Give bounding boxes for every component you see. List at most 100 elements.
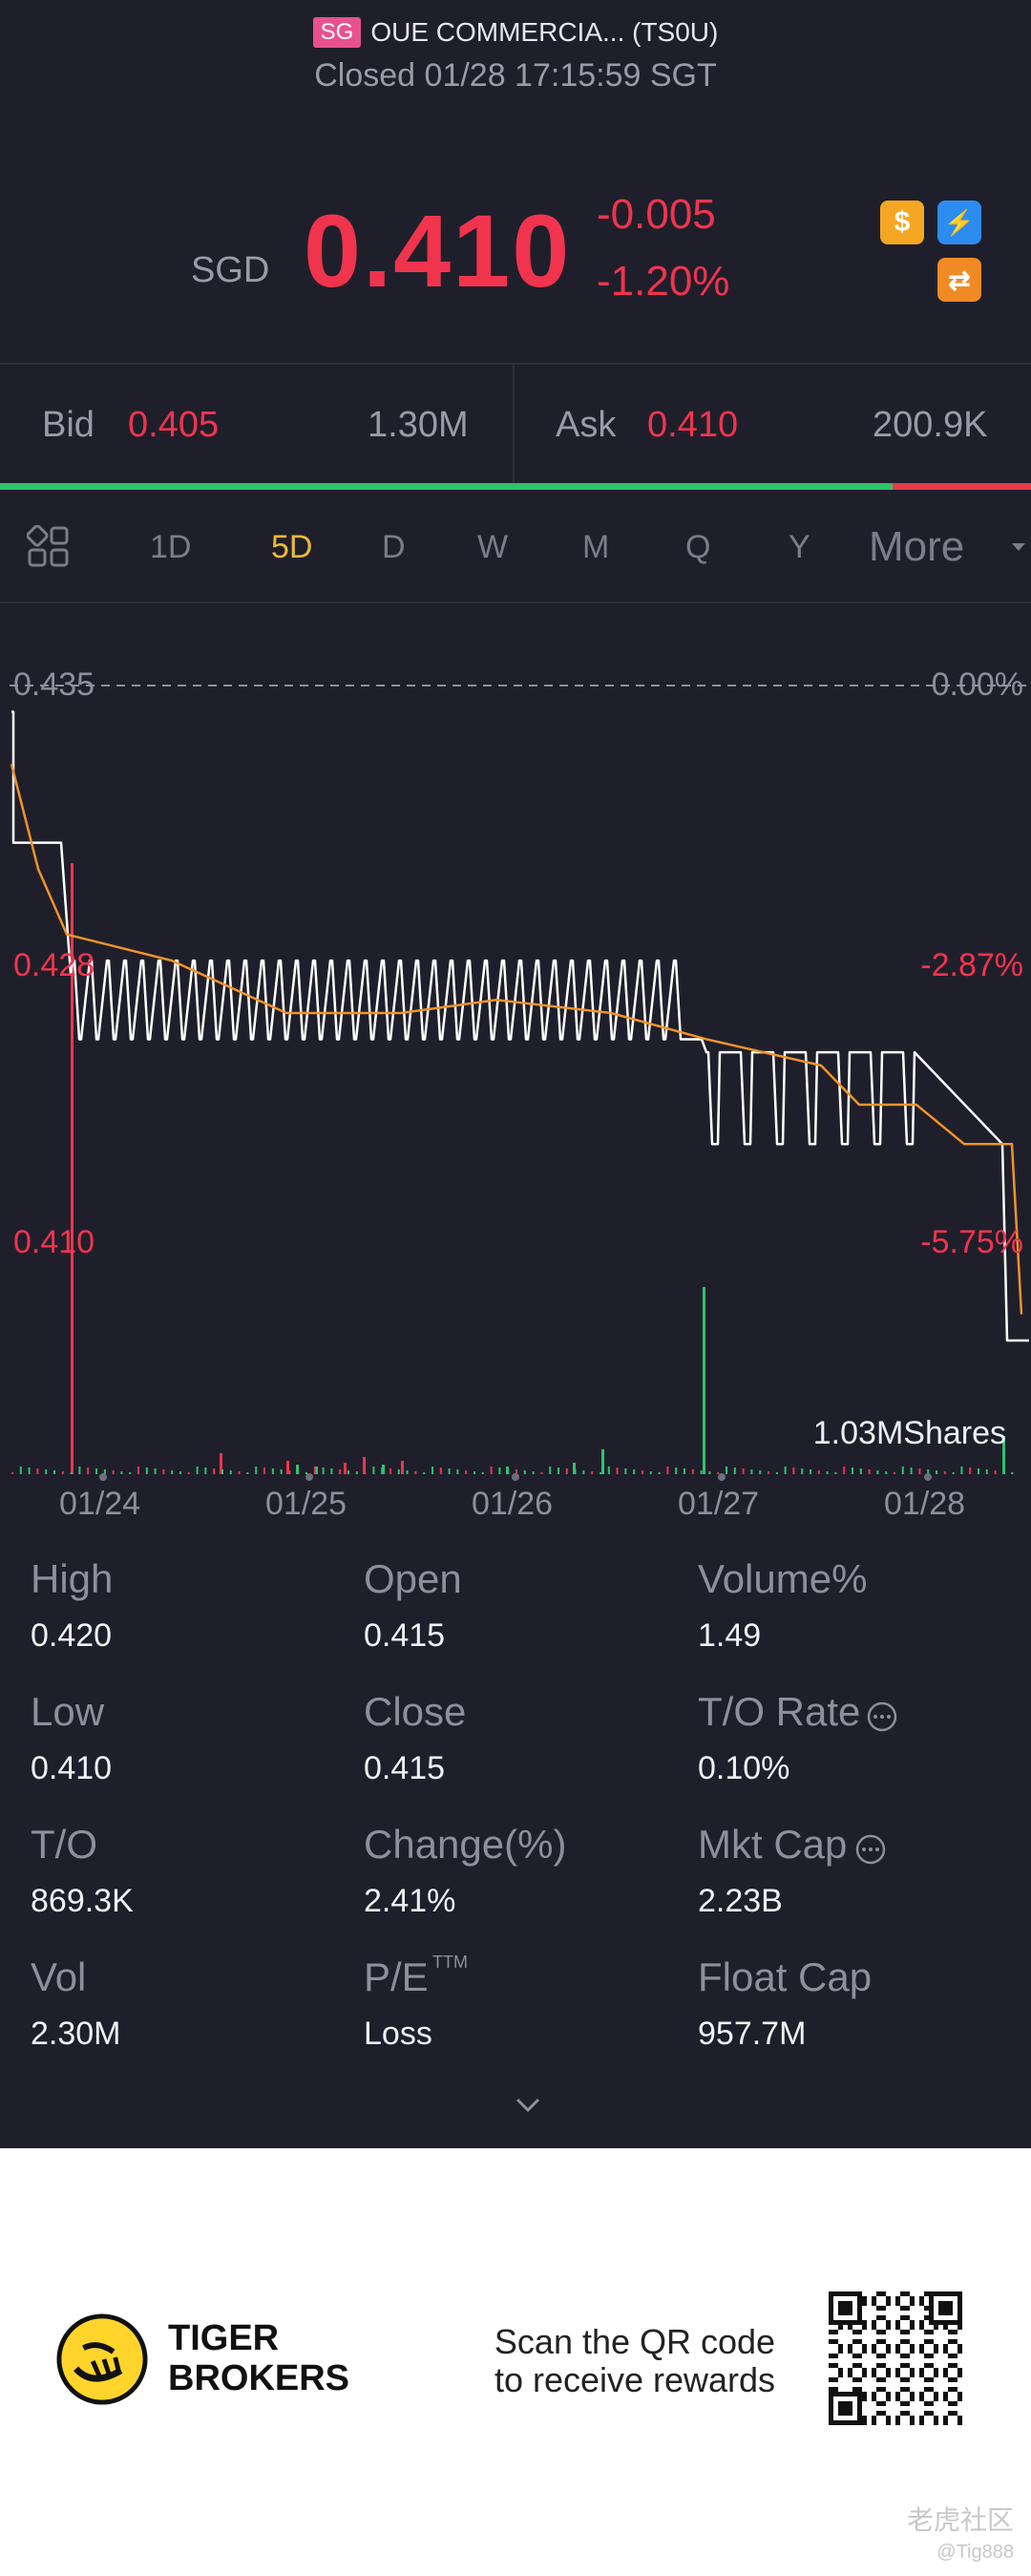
chevron-down-icon[interactable] — [514, 2096, 542, 2115]
volume-bar — [381, 1467, 384, 1474]
volume-bar — [322, 1467, 325, 1474]
tab-m[interactable]: M — [582, 529, 610, 565]
volume-bar — [532, 1471, 535, 1474]
volume-label: 1.03MShares — [812, 1415, 1006, 1451]
bid-ratio-bar — [0, 483, 894, 490]
tab-d[interactable]: D — [382, 529, 406, 565]
volume-bar — [53, 1470, 55, 1474]
volume-bar — [120, 1471, 123, 1474]
volume-bar — [750, 1469, 753, 1474]
volume-bar — [768, 1471, 769, 1474]
volume-bar — [649, 1471, 652, 1474]
stat-label: Volume% — [698, 1556, 868, 1601]
qr-code-icon[interactable] — [829, 2291, 962, 2425]
pe-ttm-suffix: TTM — [432, 1953, 468, 1972]
volume-bar — [943, 1471, 946, 1474]
stat-label: Vol — [31, 1954, 87, 1999]
volume-bar — [286, 1461, 289, 1474]
volume-bar — [918, 1468, 921, 1474]
bid-ask-bar: Bid 0.405 1.30M Ask 0.410 200.9K — [0, 365, 1031, 483]
tab-w[interactable]: W — [477, 529, 509, 565]
volume-bar — [700, 1470, 703, 1474]
stat-value: 0.10% — [698, 1750, 790, 1786]
tab-5d[interactable]: 5D — [271, 529, 313, 565]
volume-bar — [70, 1472, 73, 1474]
intraday-chart[interactable]: 0.435 0.428 0.410 0.00% -2.87% -5.75% 1.… — [0, 603, 1031, 1549]
volume-bar — [523, 1470, 526, 1474]
market-badge: SG — [312, 17, 362, 48]
volume-bar — [691, 1469, 694, 1474]
volume-bar — [733, 1467, 736, 1474]
volume-bar — [852, 1467, 853, 1474]
stat-value: 1.49 — [698, 1617, 762, 1654]
stat-value: 2.41% — [364, 1883, 456, 1919]
price-line — [11, 710, 1029, 1342]
volume-bar — [607, 1467, 610, 1474]
volume-bar — [726, 1467, 727, 1474]
volume-bar — [389, 1468, 391, 1474]
volume-bar — [145, 1467, 148, 1474]
volume-bar — [708, 1471, 711, 1474]
currency-label: SGD — [191, 250, 270, 290]
info-icon[interactable] — [866, 1700, 898, 1733]
volume-bar — [28, 1467, 31, 1474]
stat-label[interactable]: Mkt Cap — [698, 1822, 848, 1867]
volume-bar — [238, 1471, 241, 1474]
volume-bar — [465, 1470, 468, 1474]
pct-label-top: 0.00% — [931, 666, 1023, 703]
bid-ask-divider — [513, 365, 515, 483]
dollar-icon[interactable]: $ — [880, 201, 924, 244]
volume-bar — [675, 1467, 678, 1474]
volume-bar — [901, 1467, 904, 1474]
tab-1d[interactable]: 1D — [150, 529, 192, 565]
volume-bar — [742, 1468, 745, 1474]
timeframe-tabs: 1D 5D D W M Q Y More — [0, 491, 1031, 602]
y-label-mid: 0.428 — [13, 947, 95, 983]
volume-bar — [600, 1472, 601, 1474]
volume-bar — [196, 1467, 199, 1474]
volume-bar — [296, 1465, 299, 1474]
stat-label[interactable]: T/O Rate — [698, 1689, 861, 1734]
day-dot — [924, 1473, 932, 1481]
volume-bar — [616, 1467, 619, 1474]
volume-bar — [960, 1467, 963, 1474]
volume-bar — [229, 1470, 232, 1474]
volume-bar — [801, 1468, 804, 1474]
stat-value: Loss — [364, 2016, 432, 2052]
more-tab[interactable]: More — [869, 523, 964, 571]
volume-bar — [355, 1471, 358, 1474]
volume-bar — [315, 1467, 318, 1474]
volume-bar — [601, 1449, 604, 1474]
volume-bar — [313, 1467, 316, 1474]
scan-text-line1: Scan the QR code — [494, 2322, 776, 2361]
volume-bar — [246, 1472, 249, 1474]
stock-title[interactable]: SG OUE COMMERCIA... (TS0U) — [0, 17, 1031, 48]
tab-y[interactable]: Y — [789, 529, 810, 565]
ask-size: 200.9K — [873, 405, 988, 445]
volume-bar — [490, 1467, 493, 1474]
stat-value: 2.23B — [698, 1883, 783, 1919]
caret-down-icon — [1012, 543, 1025, 551]
volume-bar — [204, 1467, 207, 1474]
volume-bar — [187, 1472, 190, 1474]
volume-bar — [481, 1472, 484, 1474]
volume-bar — [549, 1467, 552, 1474]
volume-bar — [36, 1468, 39, 1474]
volume-bar — [305, 1472, 307, 1474]
info-icon[interactable] — [854, 1833, 887, 1866]
flash-icon[interactable]: ⚡ — [937, 201, 981, 244]
volume-bar — [540, 1472, 543, 1474]
volume-bar — [565, 1468, 568, 1474]
exchange-icon[interactable]: ⇄ — [937, 258, 981, 302]
volume-bar — [1002, 1471, 1005, 1474]
tab-q[interactable]: Q — [685, 529, 711, 565]
volume-bar — [498, 1467, 501, 1474]
volume-bar — [969, 1467, 972, 1474]
volume-bar — [280, 1469, 283, 1474]
scan-text-line2: to receive rewards — [494, 2360, 776, 2399]
avg-price-line — [10, 764, 1023, 1315]
volume-bar — [574, 1469, 577, 1474]
watermark: 老虎社区 — [906, 2505, 1014, 2535]
volume-bar — [414, 1471, 417, 1474]
grid-icon[interactable] — [27, 525, 71, 569]
